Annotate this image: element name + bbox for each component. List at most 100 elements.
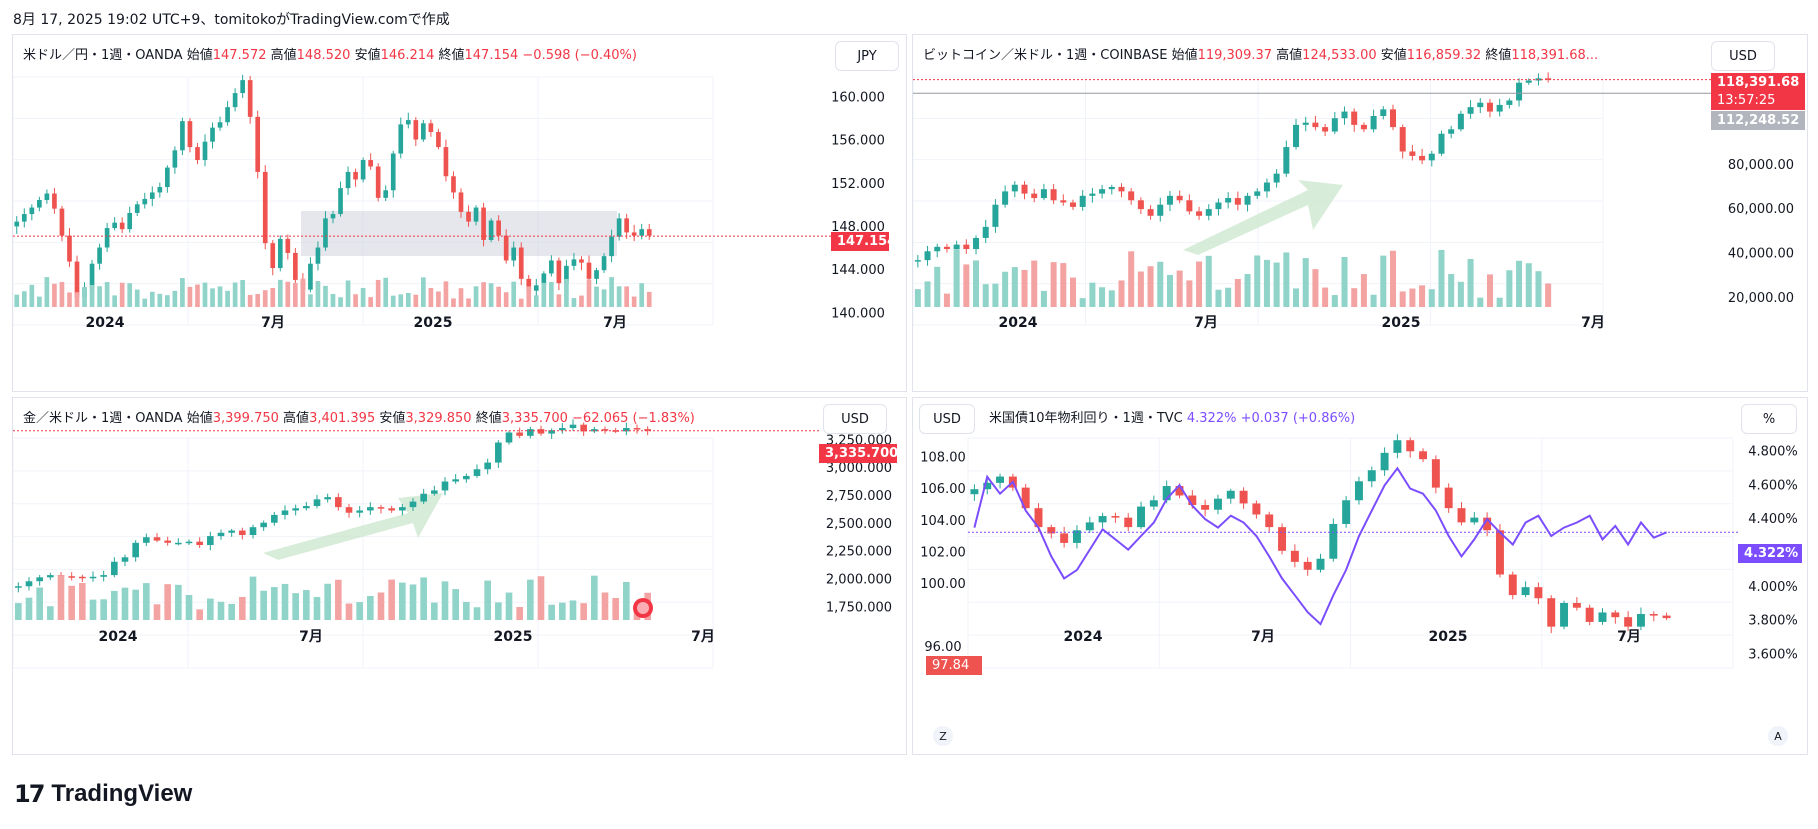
candle bbox=[255, 116, 261, 172]
candle bbox=[914, 260, 921, 262]
zoom-corner-button[interactable]: Z bbox=[933, 726, 953, 746]
candle bbox=[399, 507, 406, 511]
btcusd-chart[interactable]: 100,000.0080,000.0060,000.0040,000.0020,… bbox=[913, 35, 1807, 391]
candle bbox=[609, 236, 614, 257]
us10y-legend: 米国債10年物利回り・1週・TVC 4.322% +0.037 (+0.86%) bbox=[989, 407, 1355, 426]
volume-bar bbox=[537, 576, 545, 620]
close-value: 118,391.68... bbox=[1511, 48, 1599, 63]
volume-bar bbox=[1215, 289, 1222, 307]
us10y-yield-line bbox=[973, 466, 1667, 626]
candle bbox=[271, 514, 278, 523]
candle bbox=[1419, 451, 1428, 460]
low-label: 安値 bbox=[1380, 48, 1407, 63]
candle bbox=[89, 263, 95, 289]
right-price-tag: 4.322% bbox=[1738, 544, 1802, 563]
y-tick-label: 60,000.00 bbox=[1728, 202, 1794, 217]
candle bbox=[1034, 508, 1043, 528]
currency-button[interactable]: JPY bbox=[835, 41, 899, 71]
volume-bar bbox=[1525, 263, 1532, 307]
candle bbox=[157, 187, 163, 193]
candle bbox=[473, 469, 481, 476]
candle bbox=[97, 247, 102, 264]
high-value: 124,533.00 bbox=[1302, 48, 1377, 63]
candle bbox=[1302, 122, 1309, 125]
candle bbox=[1431, 459, 1440, 488]
candle bbox=[644, 429, 651, 431]
volume-bar bbox=[436, 291, 441, 307]
right-unit-button[interactable]: % bbox=[1741, 404, 1797, 434]
volume-bar bbox=[564, 278, 569, 307]
volume-bar bbox=[1050, 262, 1057, 307]
volume-bar bbox=[1186, 280, 1193, 307]
volume-bar bbox=[165, 295, 170, 307]
time-axis-label: 2024 bbox=[999, 315, 1038, 331]
usdjpy-chart[interactable]: 160.000 156.000 152.000 148.000 144.000 140.0… bbox=[13, 35, 906, 391]
volume-bar bbox=[1244, 273, 1251, 307]
volume-bar bbox=[1380, 255, 1387, 307]
volume-bar bbox=[187, 286, 193, 307]
candle bbox=[1545, 78, 1552, 80]
volume-bar bbox=[527, 579, 534, 620]
volume-bar bbox=[1409, 288, 1416, 307]
panel-usdjpy[interactable]: 160.000 156.000 152.000 148.000 144.000 140.0… bbox=[12, 34, 907, 392]
candle bbox=[67, 235, 72, 262]
candle bbox=[1124, 517, 1133, 528]
right-y-tick-label: 4.800% bbox=[1748, 444, 1798, 459]
volume-bar bbox=[473, 286, 479, 307]
left-currency-button[interactable]: USD bbox=[919, 404, 975, 434]
candle bbox=[1205, 209, 1212, 216]
y-tick-label: 144.000 bbox=[831, 263, 885, 278]
volume-bar bbox=[481, 282, 486, 307]
price-tag: 147.154 bbox=[831, 232, 896, 251]
symbol-name: 米ドル／円・1週・OANDA bbox=[23, 48, 183, 63]
panel-us10y[interactable]: 108.00 106.00 104.00 102.00 100.00 96.00 4.800… bbox=[912, 397, 1808, 755]
low-label: 安値 bbox=[354, 48, 381, 63]
currency-button[interactable]: USD bbox=[1711, 41, 1775, 71]
candle bbox=[488, 220, 494, 240]
candle bbox=[516, 432, 523, 436]
candle bbox=[1176, 195, 1183, 201]
volume-bar bbox=[240, 280, 245, 307]
candle bbox=[1448, 129, 1455, 134]
line-price-tag: 112,248.52 bbox=[1711, 111, 1805, 130]
tradingview-logo: 17 TradingView bbox=[14, 780, 192, 808]
xauusd-chart[interactable]: 3,250.0003,000.0002,750.0002,500.0002,25… bbox=[13, 398, 906, 754]
candle bbox=[36, 577, 43, 582]
panel-btcusd[interactable]: 100,000.0080,000.0060,000.0040,000.0020,… bbox=[912, 34, 1808, 392]
candle bbox=[1137, 506, 1146, 528]
candle bbox=[1611, 612, 1620, 618]
candle bbox=[1354, 481, 1363, 501]
currency-button[interactable]: USD bbox=[823, 404, 887, 434]
volume-bar bbox=[67, 292, 72, 307]
candle bbox=[1021, 487, 1030, 509]
volume-bar bbox=[1225, 287, 1232, 307]
panel-xauusd[interactable]: 3,250.000 3,000.000 2,750.000 2,500.000 2,25… bbox=[12, 397, 907, 755]
candle bbox=[1089, 193, 1096, 196]
low-value: 3,329.850 bbox=[405, 411, 472, 426]
us10y-chart[interactable]: 108.00 106.00 104.00 102.00 100.00 96.00 4.800… bbox=[913, 398, 1807, 754]
volume-bar bbox=[421, 277, 426, 307]
volume-bar bbox=[270, 287, 276, 307]
candle bbox=[639, 229, 645, 236]
candle bbox=[413, 120, 419, 140]
candle bbox=[541, 273, 547, 286]
auto-scale-button[interactable]: A bbox=[1768, 726, 1788, 746]
volume-bar bbox=[405, 292, 411, 307]
y-tick-label: 3,000.000 bbox=[826, 461, 892, 476]
time-axis-label: 7月 bbox=[691, 629, 715, 645]
volume-bar bbox=[1506, 270, 1513, 307]
candle bbox=[924, 251, 931, 261]
time-axis-label: 2024 bbox=[1064, 629, 1103, 645]
range-box bbox=[301, 211, 617, 256]
candle bbox=[377, 507, 385, 509]
symbol-name: 金／米ドル・1週・OANDA bbox=[23, 411, 183, 426]
candle bbox=[1166, 195, 1173, 205]
y-tick-label: 2,000.000 bbox=[826, 573, 892, 588]
volume-bar bbox=[1312, 269, 1319, 307]
candle bbox=[518, 247, 524, 279]
volume-bar bbox=[1254, 255, 1261, 307]
candle bbox=[375, 166, 381, 198]
time-axis-label: 7月 bbox=[603, 315, 627, 331]
candle bbox=[262, 171, 268, 244]
low-value: 116,859.32 bbox=[1406, 48, 1482, 63]
